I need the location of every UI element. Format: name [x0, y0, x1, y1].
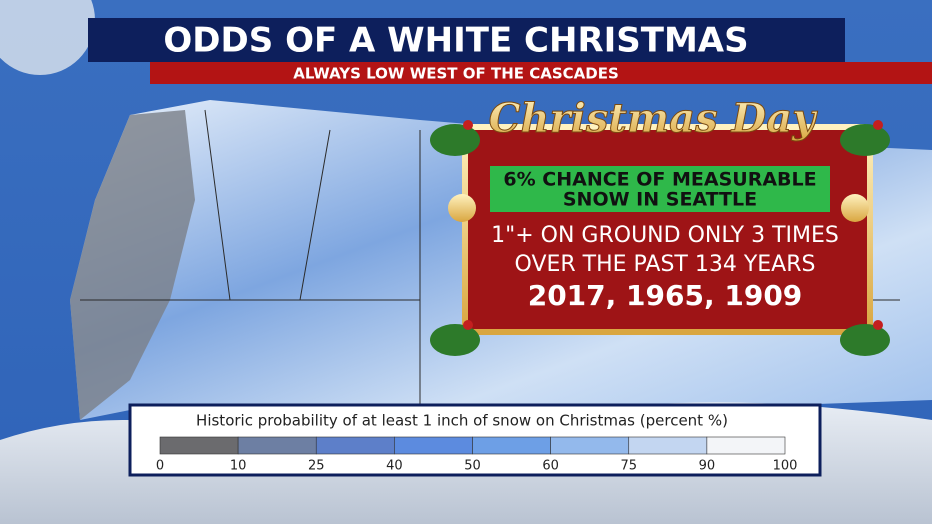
map-coast [70, 110, 195, 420]
legend-swatch [315, 436, 395, 455]
title-bar [88, 18, 845, 62]
highlight-box [490, 166, 830, 212]
legend-tick-label: 10 [230, 459, 247, 474]
holly-decor [430, 120, 890, 356]
legend-swatch [237, 436, 317, 455]
subtitle-bar [150, 62, 932, 84]
legend-tick-label: 100 [773, 459, 798, 474]
legend-tick-label: 60 [542, 459, 559, 474]
legend-title: Historic probability of at least 1 inch … [196, 412, 728, 430]
legend-tick-label: 0 [156, 459, 164, 474]
card-line: 1"+ ON GROUND ONLY 3 TIMES [491, 223, 839, 248]
highlight-line: 6% CHANCE OF MEASURABLE [503, 169, 816, 191]
legend-tick-label: 75 [620, 459, 637, 474]
legend-swatch [628, 436, 708, 455]
legend-tick-label: 50 [464, 459, 481, 474]
state-borders [80, 109, 900, 420]
legend-swatch [472, 436, 551, 455]
legend-swatch [706, 436, 786, 455]
card-years: 2017, 1965, 1909 [528, 279, 803, 312]
legend-swatch [159, 436, 239, 455]
legend-tick-label: 90 [699, 459, 716, 474]
title: ODDS OF A WHITE CHRISTMAS [163, 21, 748, 61]
legend-tick-label: 40 [386, 459, 403, 474]
legend-swatch [550, 436, 630, 455]
moon [0, 0, 95, 75]
card-heading: Christmas Day [489, 95, 818, 142]
subtitle: ALWAYS LOW WEST OF THE CASCADES [293, 65, 619, 83]
highlight-line: SNOW IN SEATTLE [563, 189, 757, 211]
legend-tick-label: 25 [308, 459, 325, 474]
card-line: OVER THE PAST 134 YEARS [515, 252, 816, 277]
legend-swatch [394, 436, 473, 455]
